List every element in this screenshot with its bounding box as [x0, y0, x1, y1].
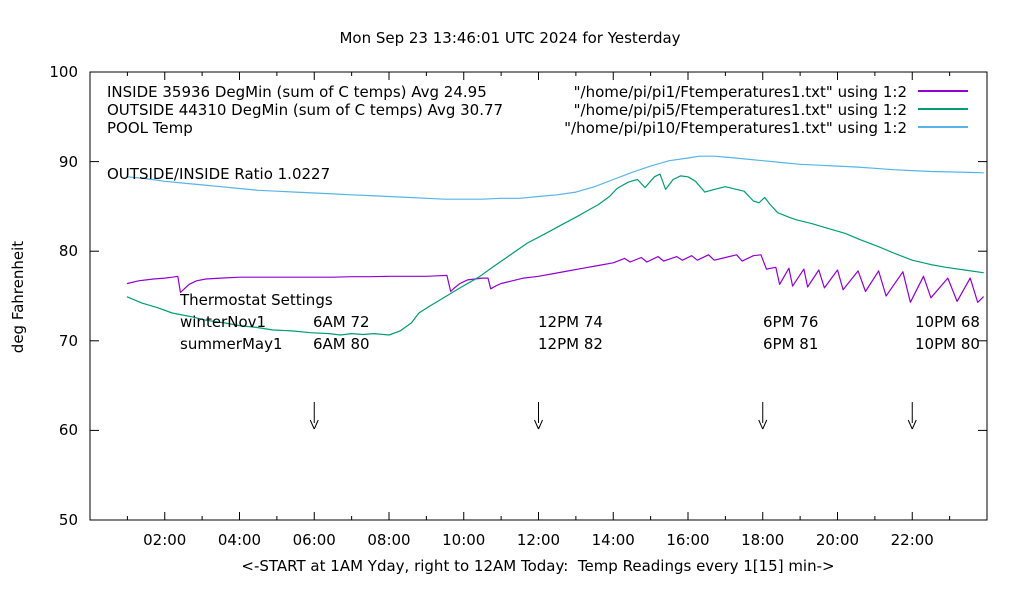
legend-label-outside: OUTSIDE 44310 DegMin (sum of C temps) Av…: [107, 101, 504, 119]
legend-label-inside: INSIDE 35936 DegMin (sum of C temps) Avg…: [107, 83, 487, 101]
thermostat-settings-heading: Thermostat Settings: [180, 291, 333, 309]
y-tick-label: 60: [58, 421, 78, 440]
x-tick-label: 22:00: [890, 531, 934, 549]
thermostat-arrow-head: [762, 419, 768, 430]
legend-file-inside: "/home/pi/pi1/Ftemperatures1.txt" using …: [573, 83, 907, 101]
y-tick-label: 50: [58, 511, 78, 529]
thermostat-arrow-head: [758, 419, 764, 430]
x-tick-label: 10:00: [442, 531, 486, 549]
thermostat-arrow-head: [538, 419, 543, 430]
thermostat-summer-12pm: 12PM 82: [538, 335, 603, 353]
thermostat-winter-6am: 6AM 72: [313, 313, 370, 331]
x-tick-label: 02:00: [143, 531, 187, 549]
thermostat-summer-10pm: 10PM 80: [915, 335, 980, 353]
thermostat-arrow-head: [534, 419, 539, 430]
legend-line-sample-outside: [918, 108, 968, 110]
y-tick-label: 100: [49, 63, 78, 81]
y-axis-label: deg Fahrenheit: [9, 240, 27, 354]
x-tick-label: 20:00: [815, 531, 860, 549]
chart-title: Mon Sep 23 13:46:01 UTC 2024 for Yesterd…: [339, 29, 681, 47]
x-tick-label: 12:00: [516, 531, 561, 549]
outside-inside-ratio-text: OUTSIDE/INSIDE Ratio 1.0227: [107, 165, 331, 183]
series-line-inside: [126, 254, 984, 303]
legend-file-pool: "/home/pi/pi10/Ftemperatures1.txt" using…: [564, 119, 907, 137]
x-tick-label: 04:00: [217, 531, 262, 549]
x-tick-label: 08:00: [367, 531, 411, 549]
y-tick-label: 70: [58, 331, 78, 350]
x-axis-label: <-START at 1AM Yday, right to 12AM Today…: [241, 557, 835, 575]
series-line-pool: [126, 155, 984, 200]
legend-file-outside: "/home/pi/pi5/Ftemperatures1.txt" using …: [573, 101, 907, 119]
x-tick-label: 06:00: [292, 531, 336, 549]
y-tick-label: 80: [58, 242, 78, 261]
thermostat-row-winter-name: winterNov1: [180, 313, 267, 331]
thermostat-arrow-head: [309, 419, 315, 430]
legend-label-pool: POOL Temp: [107, 119, 193, 137]
x-tick-label: 18:00: [741, 531, 785, 549]
y-tick-label: 90: [58, 152, 78, 171]
thermostat-arrow-head: [907, 419, 913, 430]
x-tick-label: 14:00: [591, 531, 635, 549]
thermostat-arrow-head: [911, 419, 917, 430]
x-tick-label: 16:00: [666, 531, 710, 549]
thermostat-winter-6pm: 6PM 76: [763, 313, 819, 331]
thermostat-summer-6pm: 6PM 81: [763, 335, 819, 353]
thermostat-row-summer-name: summerMay1: [180, 335, 283, 353]
series-line-outside: [126, 173, 984, 336]
thermostat-winter-12pm: 12PM 74: [538, 313, 603, 331]
legend-line-sample-inside: [918, 90, 968, 92]
thermostat-summer-6am: 6AM 80: [313, 335, 370, 353]
legend-line-sample-pool: [918, 126, 968, 128]
thermostat-winter-10pm: 10PM 68: [915, 313, 980, 331]
thermostat-arrow-head: [313, 419, 319, 430]
